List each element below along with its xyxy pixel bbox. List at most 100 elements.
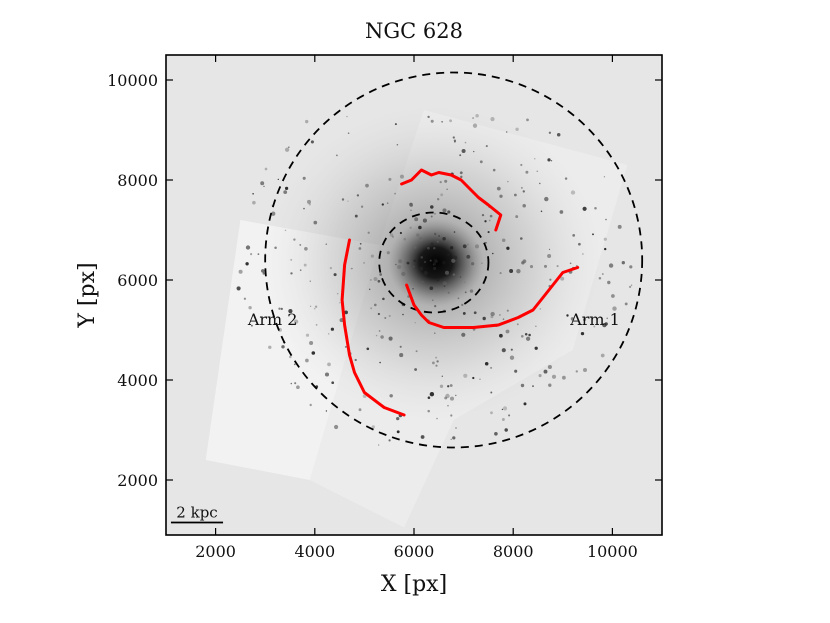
star-knot — [433, 247, 436, 250]
star-knot — [461, 303, 464, 307]
star-knot — [436, 417, 438, 420]
star-knot — [412, 287, 414, 290]
star-knot — [475, 113, 479, 118]
star-knot — [418, 256, 422, 259]
star-knot — [354, 358, 357, 362]
star-knot — [420, 435, 425, 439]
star-knot — [436, 360, 439, 363]
star-knot — [388, 314, 391, 318]
star-knot — [508, 414, 511, 417]
star-knot — [453, 231, 456, 233]
star-knot — [452, 136, 455, 139]
star-knot — [327, 333, 330, 335]
star-knot — [346, 115, 348, 118]
star-knot — [354, 214, 358, 218]
star-knot — [391, 235, 394, 238]
x-axis-label: X [px] — [381, 572, 447, 597]
x-tick-label: 4000 — [294, 542, 335, 561]
star-knot — [605, 218, 607, 221]
star-knot — [547, 254, 552, 258]
star-knot — [522, 204, 526, 208]
star-knot — [373, 277, 378, 281]
star-knot — [251, 324, 253, 327]
star-knot — [443, 285, 446, 288]
star-knot — [277, 178, 279, 181]
star-knot — [236, 286, 241, 291]
chart-title: NGC 628 — [365, 19, 463, 43]
star-knot — [449, 396, 455, 401]
star-knot — [507, 180, 509, 183]
star-knot — [243, 297, 247, 300]
star-knot — [427, 396, 431, 399]
star-knot — [520, 186, 523, 189]
star-knot — [333, 273, 337, 277]
star-knot — [262, 272, 266, 275]
star-knot — [515, 215, 519, 219]
star-knot — [296, 385, 300, 390]
star-knot — [427, 246, 430, 250]
star-knot — [414, 368, 418, 371]
star-knot — [378, 330, 381, 332]
star-knot — [415, 350, 418, 353]
star-knot — [433, 212, 436, 215]
star-knot — [490, 117, 495, 122]
star-knot — [423, 260, 427, 264]
star-knot — [399, 231, 402, 235]
star-knot — [494, 431, 498, 436]
star-knot — [442, 208, 447, 213]
star-knot — [624, 302, 628, 306]
star-knot — [501, 348, 506, 353]
star-knot — [490, 391, 493, 394]
star-knot — [455, 427, 457, 429]
y-tick-label: 2000 — [117, 471, 158, 490]
star-knot — [371, 425, 375, 429]
star-knot — [309, 280, 312, 282]
star-knot — [311, 351, 316, 355]
star-knot — [284, 147, 290, 152]
star-knot — [399, 345, 402, 348]
star-knot — [377, 279, 381, 283]
star-knot — [307, 199, 311, 204]
star-knot — [438, 235, 440, 237]
star-knot — [268, 345, 272, 350]
star-knot — [305, 119, 309, 124]
star-knot — [339, 302, 341, 304]
star-knot — [472, 117, 475, 120]
star-knot — [450, 438, 452, 441]
star-knot — [506, 246, 510, 250]
star-knot — [499, 314, 501, 316]
star-knot — [482, 316, 486, 321]
star-knot — [384, 317, 387, 319]
star-knot — [452, 436, 456, 440]
star-knot — [287, 146, 290, 149]
star-knot — [347, 132, 350, 134]
star-knot — [532, 385, 534, 387]
star-knot — [414, 217, 419, 222]
star-knot — [250, 253, 253, 256]
star-knot — [399, 353, 404, 358]
star-knot — [582, 206, 587, 211]
star-knot — [294, 382, 297, 385]
star-knot — [450, 414, 453, 417]
star-knot — [547, 158, 551, 162]
galaxy-core — [387, 218, 484, 307]
star-knot — [350, 267, 353, 270]
star-knot — [304, 246, 308, 251]
star-knot — [402, 313, 404, 316]
star-knot — [274, 246, 277, 249]
star-knot — [413, 259, 416, 263]
star-knot — [344, 345, 347, 348]
star-knot — [548, 248, 551, 251]
y-tick-label: 8000 — [117, 171, 158, 190]
star-knot — [540, 210, 543, 213]
star-knot — [449, 384, 453, 387]
axis-ticks: 2000 4000 6000 8000 10000 2000 4000 6000 8000 100… — [107, 55, 662, 561]
star-knot — [401, 271, 406, 277]
star-knot — [370, 254, 375, 258]
star-knot — [442, 260, 446, 265]
star-knot — [442, 236, 446, 241]
star-knot — [288, 308, 293, 314]
star-knot — [601, 273, 604, 275]
star-knot — [309, 341, 314, 345]
star-knot — [630, 284, 633, 286]
